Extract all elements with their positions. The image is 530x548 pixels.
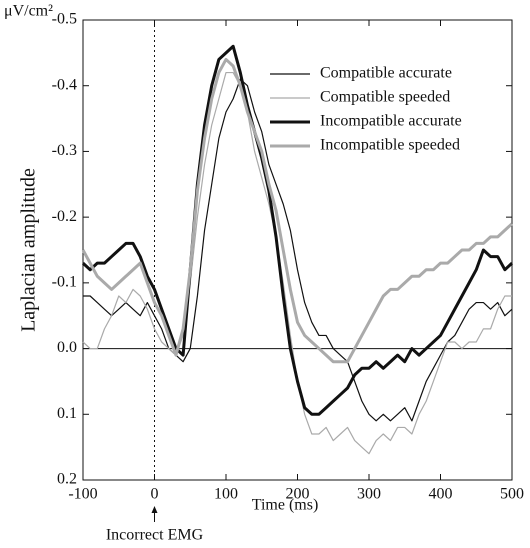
x-tick-label: 0 [151, 486, 159, 503]
x-tick-label: -100 [68, 486, 97, 503]
x-tick-label: 100 [214, 486, 238, 503]
series-line [83, 78, 513, 422]
legend-label: Compatible speeded [320, 89, 450, 106]
annotation: Incorrect EMG [106, 527, 204, 544]
series-line [81, 57, 514, 364]
x-tick-label: 300 [357, 486, 381, 503]
y-tick-label: 0.2 [57, 471, 77, 488]
unit-label: μV/cm² [4, 3, 53, 20]
x-tick-label: 200 [286, 486, 310, 503]
y-tick-label: 0.0 [57, 339, 77, 356]
y-tick-label: -0.5 [52, 11, 77, 28]
y-tick-label: -0.1 [52, 274, 77, 291]
x-tick-label: 400 [429, 486, 453, 503]
legend-label: Compatible accurate [320, 65, 452, 82]
y-tick-label: -0.4 [52, 76, 77, 93]
series-line [81, 44, 514, 416]
annotation-arrowhead [151, 506, 158, 513]
x-axis-label: Time (ms) [252, 497, 319, 514]
x-tick-label: 500 [500, 486, 524, 503]
y-tick-label: 0.1 [57, 405, 77, 422]
legend-label: Incompatible accurate [320, 113, 462, 130]
y-tick-label: -0.2 [52, 208, 77, 225]
legend-label: Incompatible speeded [320, 137, 460, 154]
y-tick-label: -0.3 [52, 142, 77, 159]
y-axis-label: Laplacian amplitude [18, 168, 40, 332]
